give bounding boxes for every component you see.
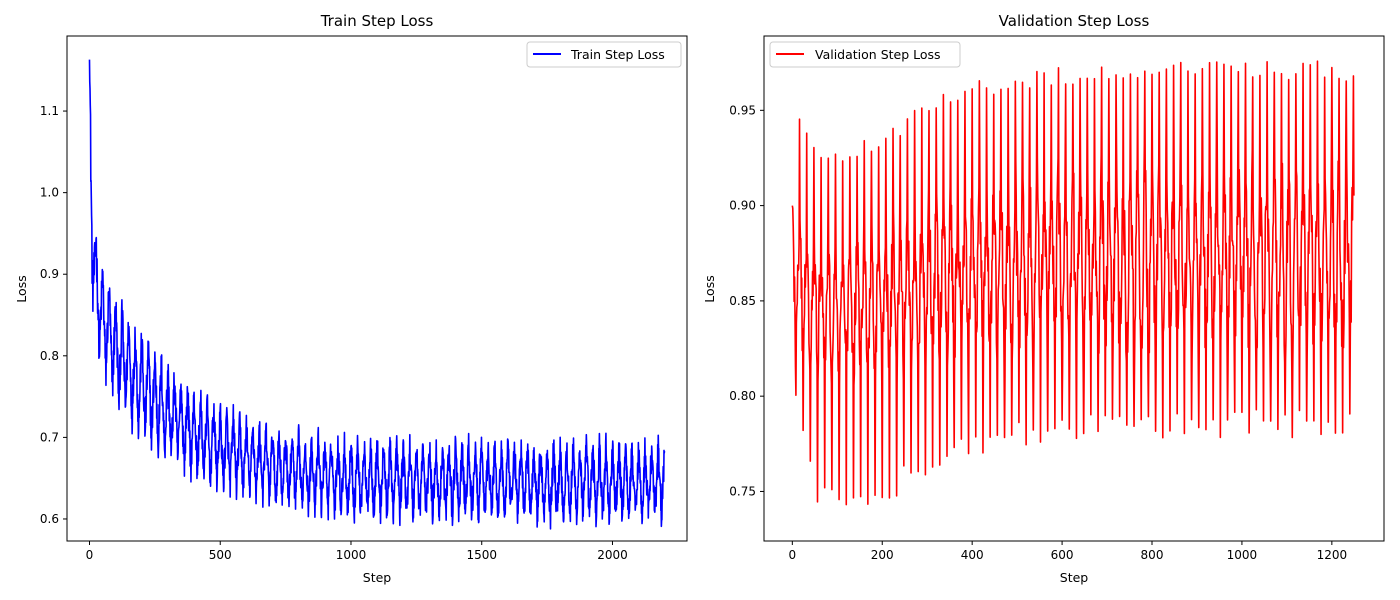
legend-label: Train Step Loss [570, 47, 665, 62]
y-tick-label: 1.1 [40, 104, 59, 118]
ticks-layer: 0 200 400 600 800 1000 1200 0.75 0.80 0.85 0.90 0.9… [729, 103, 1347, 562]
y-tick-label: 0.80 [729, 389, 756, 403]
y-tick-label: 0.6 [40, 512, 59, 526]
chart-title: Validation Step Loss [999, 12, 1150, 30]
series-layer [791, 60, 1355, 506]
y-axis-label: Loss [702, 275, 717, 302]
legend-box [769, 41, 961, 68]
x-tick-label: 800 [1141, 548, 1164, 562]
x-tick-label: 1000 [336, 548, 367, 562]
x-tick-label: 600 [1051, 548, 1074, 562]
validation-loss-chart: Validation Step Loss 0 200 400 600 800 1000 12… [702, 12, 1385, 585]
x-axis-label: Step [363, 570, 392, 585]
x-tick-label: 1500 [466, 548, 497, 562]
y-tick-label: 0.90 [729, 199, 756, 213]
y-tick-label: 0.7 [40, 430, 59, 444]
y-tick-label: 0.75 [729, 484, 756, 498]
series-layer [88, 59, 666, 530]
y-tick-label: 1.0 [40, 186, 59, 200]
legend-label: Validation Step Loss [815, 47, 941, 62]
chart-title: Train Step Loss [320, 12, 434, 30]
y-tick-label: 0.85 [729, 294, 756, 308]
x-tick-label: 0 [789, 548, 797, 562]
plot-frame [66, 35, 688, 542]
y-tick-label: 0.95 [729, 103, 756, 117]
ticks-layer: 0 500 1000 1500 2000 0.6 0.7 0.8 0.9 1.0 1.1 [40, 104, 628, 562]
y-axis-label: Loss [14, 275, 29, 302]
plot-frame [763, 35, 1385, 542]
x-tick-label: 2000 [597, 548, 628, 562]
y-tick-label: 0.9 [40, 267, 59, 281]
x-tick-label: 500 [209, 548, 232, 562]
x-tick-label: 200 [871, 548, 894, 562]
legend-box [526, 41, 682, 68]
x-tick-label: 0 [86, 548, 94, 562]
x-tick-label: 1200 [1317, 548, 1348, 562]
series-line [88, 59, 666, 530]
series-line [791, 60, 1355, 506]
train-loss-chart: Train Step Loss 0 500 1000 1500 2000 0.6 0.7 0.… [14, 12, 688, 585]
legend: Train Step Loss [526, 41, 682, 68]
x-tick-label: 400 [961, 548, 984, 562]
legend: Validation Step Loss [769, 41, 961, 68]
x-axis-label: Step [1060, 570, 1089, 585]
y-tick-label: 0.8 [40, 349, 59, 363]
x-tick-label: 1000 [1227, 548, 1258, 562]
